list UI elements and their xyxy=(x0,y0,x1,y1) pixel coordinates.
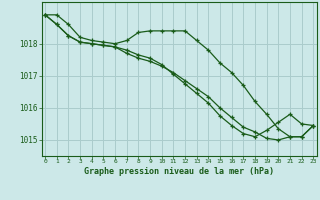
X-axis label: Graphe pression niveau de la mer (hPa): Graphe pression niveau de la mer (hPa) xyxy=(84,167,274,176)
